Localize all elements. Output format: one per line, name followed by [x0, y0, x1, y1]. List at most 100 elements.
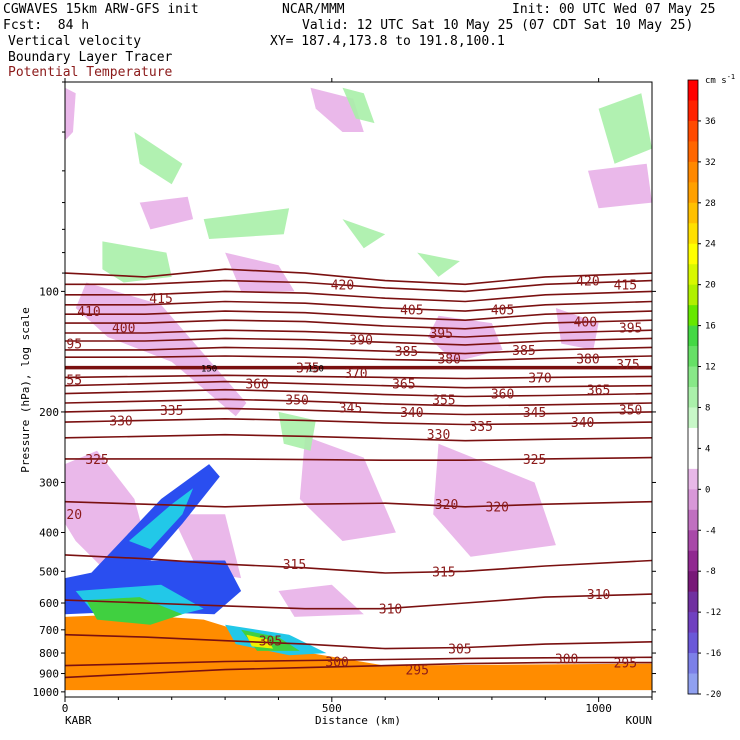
isentrope-label: 365: [587, 384, 610, 399]
field-boundary-layer-tracer: Boundary Layer Tracer: [8, 50, 173, 65]
downdraft-region: [278, 584, 364, 617]
isentrope-label: 335: [469, 420, 492, 435]
isentrope-label: 400: [112, 321, 135, 336]
colorbar-label: 8: [705, 403, 710, 413]
y-tick-label: 400: [39, 526, 59, 539]
init-time: Init: 00 UTC Wed 07 May 25: [512, 2, 716, 17]
colorbar-swatch: [688, 591, 698, 613]
colorbar-swatch: [688, 427, 698, 449]
isentrope-label: 355: [432, 393, 455, 408]
isentrope-line: [65, 417, 652, 426]
y-tick-label: 500: [39, 565, 59, 578]
forecast-hour: Fcst: 84 h: [3, 18, 90, 33]
isentrope-label: 325: [523, 453, 546, 468]
colorbar-label: 0: [705, 485, 710, 495]
updraft-region: [203, 208, 290, 239]
colorbar-swatch: [688, 653, 698, 675]
colorbar-swatch: [688, 387, 698, 408]
isentrope-label: 315: [432, 565, 455, 580]
isentrope-label: 410: [77, 305, 100, 320]
colorbar-label: 16: [705, 322, 716, 332]
y-axis: 100 200 300 400 500 600 700 800 900 1000: [33, 81, 656, 699]
colorbar-swatch: [688, 141, 698, 163]
colorbar-label: 20: [705, 281, 716, 291]
colorbar-swatch: [688, 264, 698, 286]
isentrope-label: 305: [259, 635, 282, 650]
colorbar-swatch: [688, 223, 698, 245]
x-tick-label: 1000: [585, 702, 612, 715]
isentrope-line: [65, 319, 652, 330]
x-axis-label: Distance (km): [315, 714, 401, 727]
updraft-region: [102, 241, 172, 283]
colorbar-swatch: [688, 182, 698, 204]
y-tick-label: 100: [39, 285, 59, 298]
isentrope-label: 340: [571, 416, 594, 431]
isentrope-line: [65, 380, 652, 389]
field-potential-temperature: Potential Temperature: [8, 65, 173, 80]
colorbar-label: 4: [705, 444, 710, 454]
right-endpoint-label: KOUN: [626, 714, 653, 727]
colorbar-label: 12: [705, 363, 716, 373]
colorbar-swatch: [688, 509, 698, 531]
isentrope-line: [65, 337, 652, 346]
isentrope-label: 400: [574, 316, 597, 331]
isentrope-label: 300: [325, 656, 348, 671]
tropopause-label: 150: [201, 365, 217, 375]
colorbar-swatch: [688, 530, 698, 552]
downdraft-region: [433, 443, 556, 557]
isentrope-line: [65, 388, 652, 398]
colorbar-label: 36: [705, 117, 716, 127]
isentrope-label: 385: [395, 345, 418, 360]
isentrope-line: [65, 661, 652, 679]
isentrope-line: [65, 433, 652, 442]
isentrope-label: 370: [344, 367, 367, 382]
colorbar-label: 24: [705, 240, 716, 250]
isentrope-label: 305: [448, 643, 471, 658]
colorbar-swatch: [688, 468, 698, 490]
downdraft-region: [65, 87, 76, 141]
boundary-layer-tracer: [65, 464, 652, 691]
isentrope-label: 420: [331, 278, 354, 293]
tracer-cyan-plume: [129, 488, 194, 550]
isentrope-line: [65, 500, 652, 508]
updraft-region: [342, 87, 375, 124]
isentrope-label: 360: [245, 378, 268, 393]
isentrope-label: 320: [486, 500, 509, 515]
y-tick-label: 1000: [33, 686, 60, 699]
isentrope-label: 355: [59, 374, 82, 389]
colorbar-label: 28: [705, 199, 716, 209]
isentrope-line: [65, 290, 652, 303]
colorbar-label: -20: [705, 690, 721, 700]
isentrope-label: 315: [283, 558, 306, 573]
colorbar-swatch: [688, 325, 698, 347]
isentrope-label: 340: [400, 406, 423, 421]
y-tick-label: 900: [39, 668, 59, 681]
colorbar-label: 32: [705, 158, 716, 168]
isentrope-line: [65, 407, 652, 416]
x-axis: 0 500 1000: [62, 78, 653, 715]
downdraft-region: [299, 436, 396, 541]
y-tick-label: 300: [39, 476, 59, 489]
colorbar-swatch: [688, 202, 698, 224]
isentrope-label: 330: [427, 428, 450, 443]
isentrope-label: 350: [285, 393, 308, 408]
isentrope-label: 415: [149, 292, 172, 307]
isentrope-label: 420: [576, 275, 599, 290]
isentrope-line: [65, 310, 652, 322]
isentrope-label: 395: [59, 338, 82, 353]
colorbar-swatch: [688, 612, 698, 634]
y-tick-label: 800: [39, 647, 59, 660]
tracer-orange-layer: [65, 614, 652, 691]
y-tick-label: 600: [39, 597, 59, 610]
isentrope-label: 365: [392, 378, 415, 393]
isentrope-line: [65, 398, 652, 407]
updraft-region: [598, 93, 652, 164]
isentrope-label: 310: [379, 603, 402, 618]
organization: NCAR/MMM: [282, 2, 345, 17]
updraft-region: [342, 219, 386, 249]
tropopause-label: 150: [308, 365, 324, 375]
isentrope-line: [65, 593, 652, 610]
isentrope-label: 415: [614, 278, 637, 293]
colorbar-label: -8: [705, 567, 716, 577]
